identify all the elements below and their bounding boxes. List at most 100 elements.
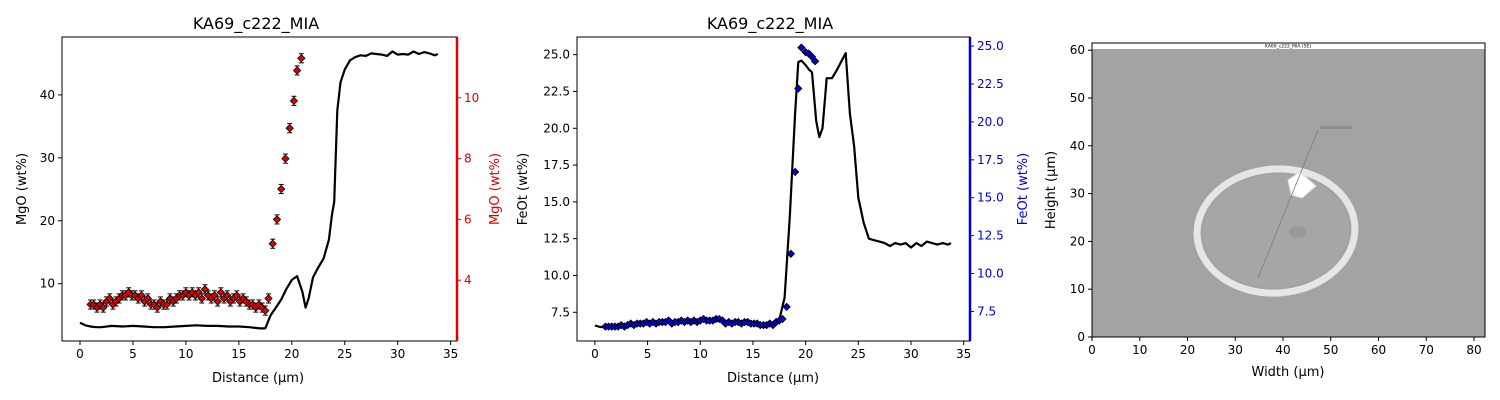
- y-tick-label: 7.5: [551, 305, 570, 319]
- mgo-x-axis-label: Distance (µm): [212, 371, 304, 386]
- y-tick-label: 10: [1070, 282, 1085, 296]
- y-tick-label: 30: [40, 151, 55, 165]
- series-line: [79, 50, 439, 330]
- x-tick-label: 15: [231, 347, 246, 361]
- data-point: [210, 291, 219, 300]
- feot-chart-title: KA69_c222_MIA: [707, 14, 833, 34]
- vapor-bubble: [1287, 171, 1317, 199]
- mgo-y2-ticks: 4 6 8 10: [457, 91, 479, 287]
- y-tick-label: 10.0: [543, 268, 570, 282]
- data-point: [778, 314, 787, 324]
- data-point: [297, 54, 306, 63]
- mgo-x-ticks: 0 5 10 15 20 25 30 35: [76, 341, 458, 361]
- x-tick-label: 35: [443, 347, 458, 361]
- data-point: [285, 124, 294, 133]
- se-y-ticks: 0 10 20 30 40 50 60: [1070, 43, 1092, 344]
- transect-label-marker: [1320, 126, 1352, 129]
- x-tick-label: 15: [745, 347, 760, 361]
- x-tick-label: 5: [644, 347, 652, 361]
- y2-tick-label: 10.0: [977, 267, 1004, 281]
- y-tick-label: 40: [40, 88, 55, 102]
- se-x-axis-label: Width (µm): [1252, 365, 1325, 380]
- y-tick-label: 40: [1070, 139, 1085, 153]
- feot-chart: KA69_c222_MIA 0 5 10 15 20 25 30 35 7.5 10.0 12.5…: [516, 14, 1031, 386]
- x-tick-label: 30: [1228, 343, 1243, 357]
- melt-inclusion-body: [1203, 174, 1349, 288]
- data-point: [292, 66, 302, 75]
- melt-inclusion-rim: [1193, 165, 1359, 297]
- x-tick-label: 25: [337, 347, 352, 361]
- data-point: [786, 249, 796, 258]
- se-image-top-strip: [1092, 43, 1485, 49]
- mgo-series: [79, 50, 439, 330]
- y-tick-label: 50: [1070, 91, 1085, 105]
- y-tick-label: 30: [1070, 187, 1085, 201]
- x-tick-label: 40: [1275, 343, 1290, 357]
- y-tick-label: 20: [40, 214, 55, 228]
- y2-tick-label: 6: [464, 212, 472, 226]
- se-y-axis-label: Height (µm): [1044, 151, 1059, 229]
- mgo-y2-axis-label: MgO (wt%): [488, 153, 503, 225]
- data-point: [794, 84, 803, 93]
- feot-x-ticks: 0 5 10 15 20 25 30 35: [591, 341, 971, 361]
- y2-tick-label: 17.5: [977, 153, 1004, 167]
- feot-y-axis-label: FeOt (wt%): [516, 153, 531, 225]
- x-tick-label: 30: [903, 347, 918, 361]
- data-point: [272, 215, 282, 224]
- data-point: [137, 291, 146, 300]
- feot-plot-frame: [576, 36, 971, 342]
- y-tick-label: 20.0: [543, 121, 570, 135]
- y-tick-label: 10: [40, 277, 55, 291]
- x-tick-label: 50: [1323, 343, 1338, 357]
- y2-tick-label: 12.5: [977, 229, 1004, 243]
- x-tick-label: 30: [390, 347, 405, 361]
- data-point: [289, 96, 299, 106]
- data-point: [194, 288, 203, 297]
- data-point: [277, 184, 286, 194]
- data-point: [261, 306, 270, 315]
- x-tick-label: 0: [1088, 343, 1096, 357]
- data-point: [197, 294, 206, 303]
- x-tick-label: 10: [178, 347, 193, 361]
- se-x-ticks: 0 10 20 30 40 50 60 70 80: [1088, 337, 1482, 357]
- data-point: [281, 154, 290, 163]
- mgo-y-ticks: 10 20 30 40: [40, 88, 62, 291]
- data-point: [213, 297, 222, 306]
- data-point: [810, 57, 820, 66]
- x-tick-label: 5: [129, 347, 137, 361]
- transect-line: [1257, 129, 1319, 279]
- feot-series: [594, 43, 952, 331]
- se-image-frame: [1091, 42, 1486, 338]
- se-image-panel: KA69_c222_MIA (SE) 0 10 20 30 40 50 60 70 80 0 10…: [1044, 42, 1486, 380]
- x-tick-label: 0: [591, 347, 599, 361]
- x-tick-label: 70: [1419, 343, 1434, 357]
- x-tick-label: 25: [851, 347, 866, 361]
- y-tick-label: 25.0: [543, 48, 570, 62]
- y-tick-label: 0: [1077, 330, 1085, 344]
- data-point: [232, 291, 241, 300]
- y-tick-label: 20: [1070, 234, 1085, 248]
- y-tick-label: 60: [1070, 43, 1085, 57]
- y2-tick-label: 10: [464, 91, 479, 105]
- data-point: [264, 294, 273, 303]
- se-image-label: KA69_c222_MIA (SE): [1265, 44, 1311, 50]
- y-tick-label: 12.5: [543, 232, 570, 246]
- data-point: [797, 43, 806, 52]
- x-tick-label: 10: [1132, 343, 1147, 357]
- x-tick-label: 60: [1371, 343, 1386, 357]
- y2-tick-label: 25.0: [977, 39, 1004, 53]
- data-point: [200, 285, 210, 294]
- y-tick-label: 15.0: [543, 195, 570, 209]
- x-tick-label: 0: [76, 347, 84, 361]
- feot-y2-axis-label: FeOt (wt%): [1016, 153, 1031, 225]
- data-point: [782, 302, 791, 312]
- y2-tick-label: 7.5: [977, 304, 996, 318]
- y2-tick-label: 8: [464, 152, 472, 166]
- y2-tick-label: 4: [464, 273, 472, 287]
- x-tick-label: 20: [284, 347, 299, 361]
- y2-tick-label: 22.5: [977, 77, 1004, 91]
- mgo-chart-title: KA69_c222_MIA: [193, 14, 319, 34]
- data-point: [790, 167, 800, 177]
- series-line: [594, 52, 952, 329]
